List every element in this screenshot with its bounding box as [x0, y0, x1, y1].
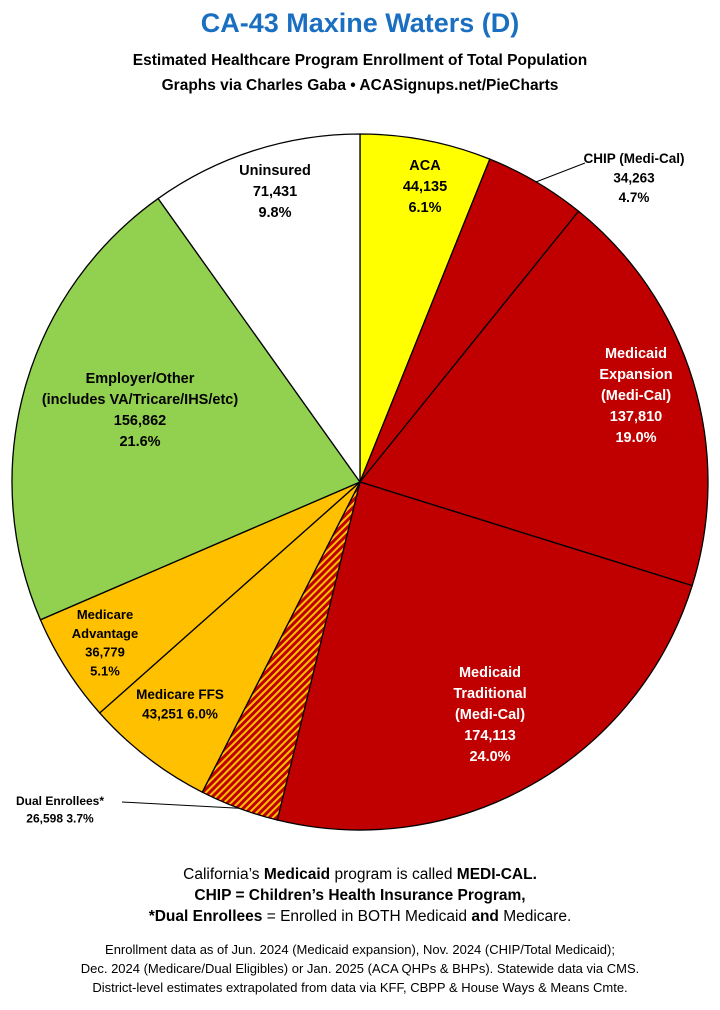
footer-line-2: Dec. 2024 (Medicare/Dual Eligibles) or J…	[80, 961, 640, 976]
note-text: Medicare.	[498, 908, 572, 925]
notes: California’s Medicaid program is called …	[0, 864, 720, 927]
note-text: program is called	[330, 866, 457, 883]
footer: Enrollment data as of Jun. 2024 (Medicai…	[0, 940, 720, 997]
slice-label: Medicaid Expansion (Medi-Cal) 137,810 19.0%	[599, 346, 672, 446]
pie-slice-uninsured	[157, 133, 361, 485]
note-line-1: California’s Medicaid program is called …	[0, 864, 720, 885]
pie-chart: ACA 44,135 6.1% CHIP (Medi-Cal) 34,263 4.7% Me…	[11, 133, 709, 831]
slice-label: Medicare FFS 43,251 6.0%	[136, 687, 224, 722]
note-text: CHIP = Children’s Health Insurance Progr…	[194, 887, 526, 904]
pie-slice-medicaid-expansion-medi-cal	[358, 210, 709, 587]
callout-line	[121, 801, 240, 809]
pie-slice-employer-other-includes-va-tricare-ihs-etc	[11, 197, 361, 621]
note-line-3: *Dual Enrollees = Enrolled in BOTH Medic…	[0, 906, 720, 927]
note-line-2: CHIP = Children’s Health Insurance Progr…	[0, 885, 720, 906]
slice-label: Dual Enrollees* 26,598 3.7%	[16, 794, 104, 825]
note-text: MEDI-CAL.	[456, 866, 537, 883]
note-text: and	[471, 908, 499, 925]
slice-label: Medicare Advantage 36,779 5.1%	[72, 607, 138, 679]
footer-line-3: District-level estimates extrapolated fr…	[92, 980, 628, 995]
pie-slice-medicaid-traditional-medi-cal	[276, 481, 694, 831]
slice-label: Uninsured 71,431 9.8%	[239, 163, 311, 221]
slice-label: Employer/Other (includes VA/Tricare/IHS/e…	[42, 371, 239, 450]
pie-slice-medicare-ffs	[98, 481, 361, 794]
pie-slice-aca	[359, 133, 491, 483]
note-text: = Enrolled in BOTH Medicaid	[262, 908, 472, 925]
slice-label: ACA 44,135 6.1%	[403, 158, 447, 216]
note-text: California’s	[183, 866, 264, 883]
footer-line-1: Enrollment data as of Jun. 2024 (Medicai…	[105, 942, 615, 957]
slice-label: CHIP (Medi-Cal) 34,263 4.7%	[583, 151, 684, 205]
callout-line	[535, 162, 586, 183]
chart-title: CA-43 Maxine Waters (D)	[200, 8, 520, 38]
note-text: Medicaid	[263, 866, 331, 883]
note-text: *Dual Enrollees	[148, 908, 263, 925]
chart-source-line: Graphs via Charles Gaba • ACASignups.net…	[161, 77, 559, 94]
chart-subtitle: Estimated Healthcare Program Enrollment …	[132, 52, 588, 69]
slice-label: Medicaid Traditional (Medi-Cal) 174,113 24.0…	[453, 665, 526, 765]
